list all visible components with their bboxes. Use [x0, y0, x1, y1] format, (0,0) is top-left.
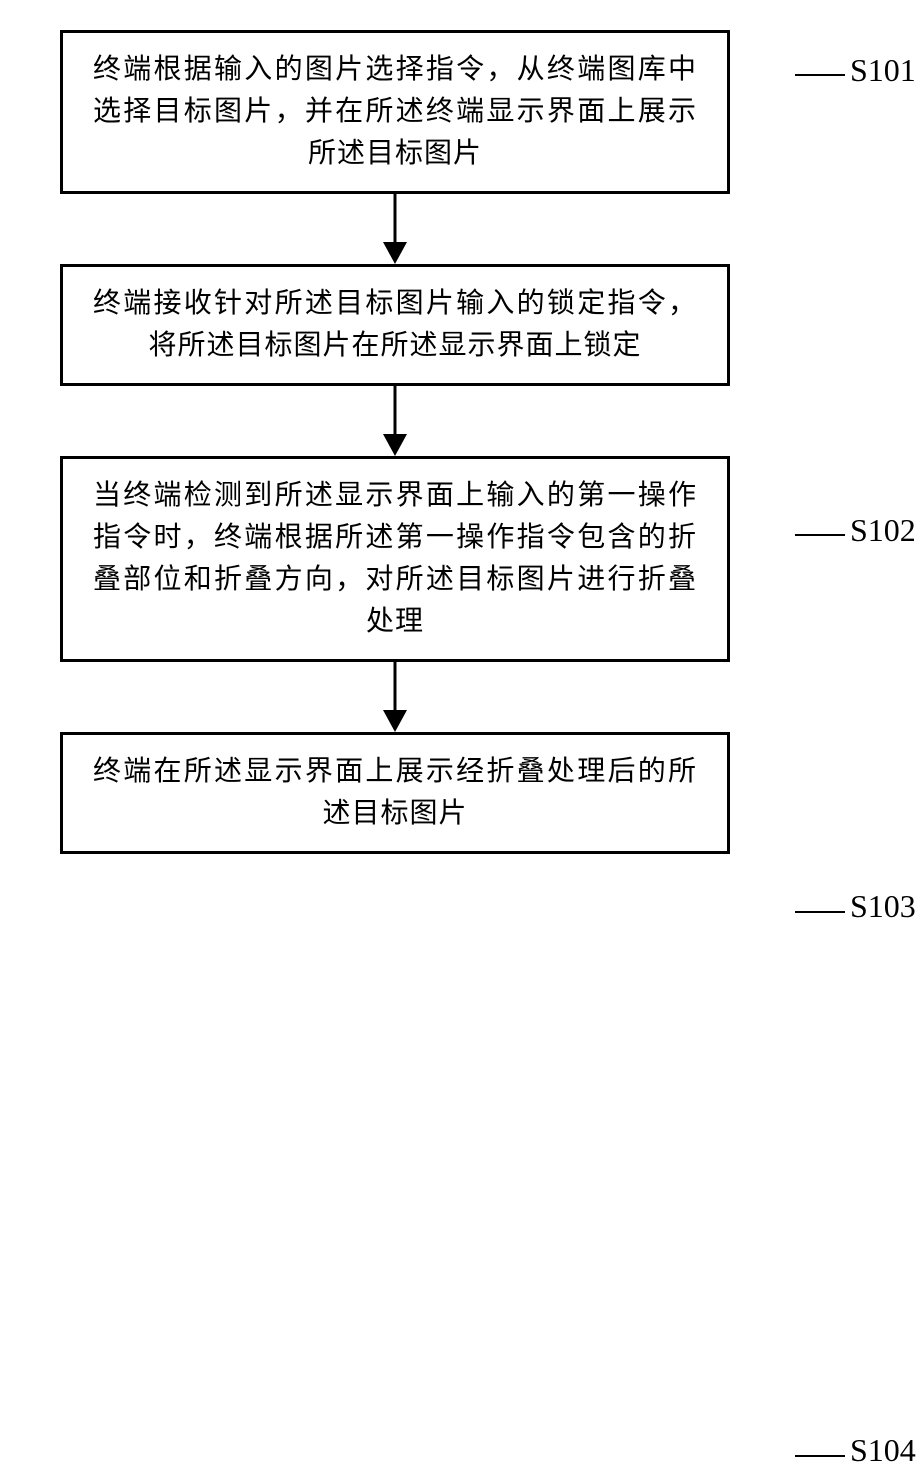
step-s104-wrapper: 终端在所述显示界面上展示经折叠处理后的所述目标图片 S104	[60, 732, 860, 854]
step-s102-wrapper: 终端接收针对所述目标图片输入的锁定指令，将所述目标图片在所述显示界面上锁定 S1…	[60, 264, 860, 386]
label-connector-line	[795, 911, 845, 913]
arrow-3	[60, 662, 730, 732]
arrow-down-icon	[375, 194, 415, 264]
step-text: 当终端检测到所述显示界面上输入的第一操作指令时，终端根据所述第一操作指令包含的折…	[93, 480, 697, 637]
step-text: 终端根据输入的图片选择指令，从终端图库中选择目标图片，并在所述终端显示界面上展示…	[93, 54, 697, 169]
flowchart-container: 终端根据输入的图片选择指令，从终端图库中选择目标图片，并在所述终端显示界面上展示…	[60, 30, 860, 854]
step-text: 终端接收针对所述目标图片输入的锁定指令，将所述目标图片在所述显示界面上锁定	[93, 288, 697, 361]
label-connector-line	[795, 1455, 845, 1457]
step-s101-wrapper: 终端根据输入的图片选择指令，从终端图库中选择目标图片，并在所述终端显示界面上展示…	[60, 30, 860, 194]
arrow-down-icon	[375, 662, 415, 732]
step-text: 终端在所述显示界面上展示经折叠处理后的所述目标图片	[93, 756, 697, 829]
step-box-s104: 终端在所述显示界面上展示经折叠处理后的所述目标图片	[60, 732, 730, 854]
arrow-2	[60, 386, 730, 456]
label-connector-line	[795, 74, 845, 76]
step-s103-wrapper: 当终端检测到所述显示界面上输入的第一操作指令时，终端根据所述第一操作指令包含的折…	[60, 456, 860, 662]
step-label-s104: S104	[850, 1432, 916, 1469]
arrow-1	[60, 194, 730, 264]
step-box-s101: 终端根据输入的图片选择指令，从终端图库中选择目标图片，并在所述终端显示界面上展示…	[60, 30, 730, 194]
step-label-s103: S103	[850, 888, 916, 925]
step-box-s102: 终端接收针对所述目标图片输入的锁定指令，将所述目标图片在所述显示界面上锁定	[60, 264, 730, 386]
step-box-s103: 当终端检测到所述显示界面上输入的第一操作指令时，终端根据所述第一操作指令包含的折…	[60, 456, 730, 662]
arrow-down-icon	[375, 386, 415, 456]
step-label-s101: S101	[850, 52, 916, 89]
